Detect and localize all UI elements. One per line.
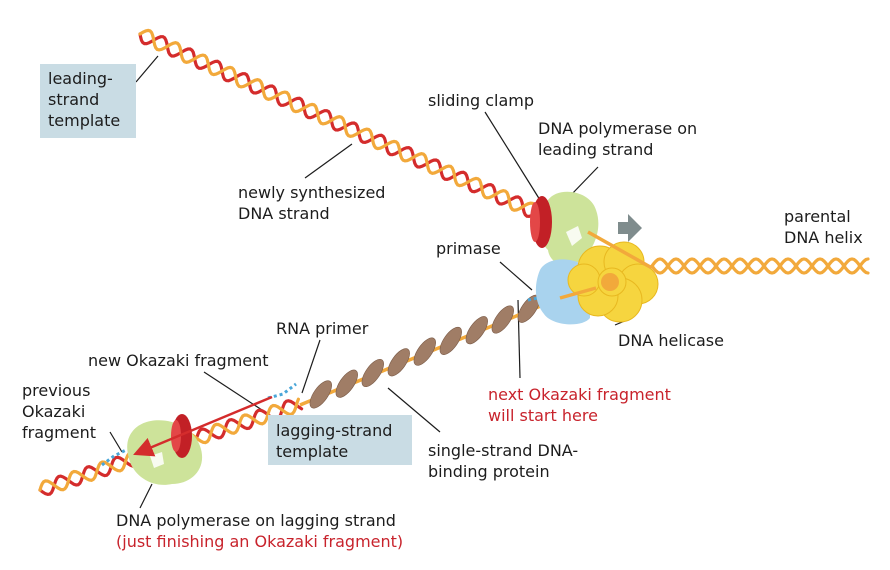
lagging-template-box — [268, 415, 412, 465]
rna-primer-old — [101, 448, 127, 467]
rna-primer — [267, 294, 549, 400]
leading-strand-helix — [138, 28, 551, 225]
leading-template-label: leading- strand template — [48, 69, 121, 130]
newly-synthesized-label: newly synthesized DNA strand — [238, 183, 386, 223]
ssb-label: single-strand DNA- binding protein — [428, 441, 579, 481]
new-okazaki-label: new Okazaki fragment — [88, 351, 269, 370]
leader-lines — [109, 55, 633, 509]
ssb-protein — [439, 326, 462, 355]
previous-okazaki-label: previous Okazaki fragment — [22, 381, 97, 442]
ssb-protein — [309, 380, 332, 409]
lagging-template-label: lagging-strand template — [276, 421, 393, 461]
parental-helix-label: parental DNA helix — [784, 207, 863, 247]
dna-helicase — [567, 241, 659, 323]
parental-dna-helix — [650, 257, 870, 275]
sliding-clamp-label: sliding clamp — [428, 91, 534, 110]
polymerase-leading-label: DNA polymerase on leading strand — [538, 119, 698, 159]
parental-strand-2 — [650, 257, 870, 275]
ssb-protein — [465, 316, 488, 345]
dna-polymerase-leading — [540, 191, 599, 266]
ssb-protein — [335, 369, 358, 398]
ssb-protein — [387, 348, 410, 377]
next-okazaki-label: next Okazaki fragment will start here — [488, 385, 671, 425]
ssb-protein — [491, 305, 514, 334]
fork-direction-arrow — [618, 214, 642, 242]
sliding-clamp-leading — [530, 196, 552, 248]
dna-helicase-label: DNA helicase — [618, 331, 724, 350]
primase-label: primase — [436, 239, 501, 258]
parental-strand-1 — [650, 257, 870, 275]
leading-template-box — [40, 64, 136, 138]
ssb-protein — [361, 358, 384, 388]
rna-primer-label: RNA primer — [276, 319, 369, 338]
ssb-protein — [413, 337, 436, 366]
helicase-core — [601, 273, 619, 291]
ssb-proteins — [309, 294, 540, 409]
polymerase-lagging-label: DNA polymerase on lagging strand (just f… — [116, 511, 404, 551]
leading-strand-2 — [138, 28, 549, 225]
